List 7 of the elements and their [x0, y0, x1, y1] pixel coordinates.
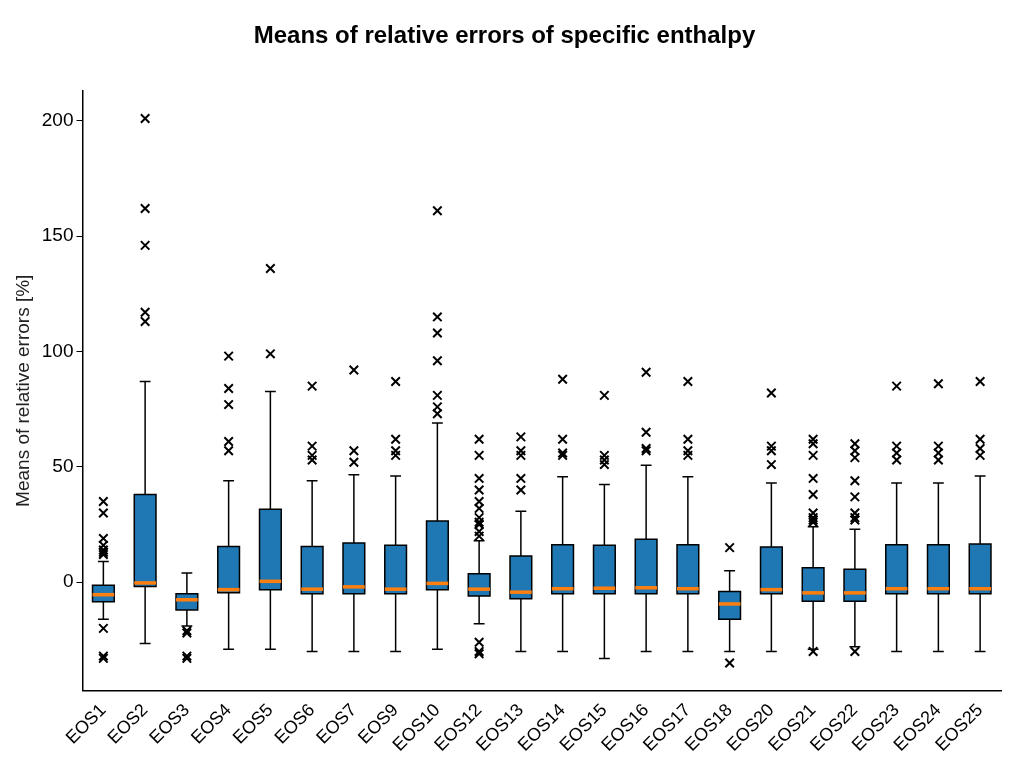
y-tick-label: 100 [41, 339, 74, 361]
y-tick-label: 50 [52, 455, 74, 477]
y-tick-label: 150 [41, 224, 74, 246]
y-tick-label: 0 [62, 570, 74, 592]
y-tick-label: 200 [41, 109, 74, 131]
y-axis-title: Means of relative errors [%] [11, 274, 33, 507]
chart-title: Means of relative errors of specific enthalpy [253, 21, 756, 49]
